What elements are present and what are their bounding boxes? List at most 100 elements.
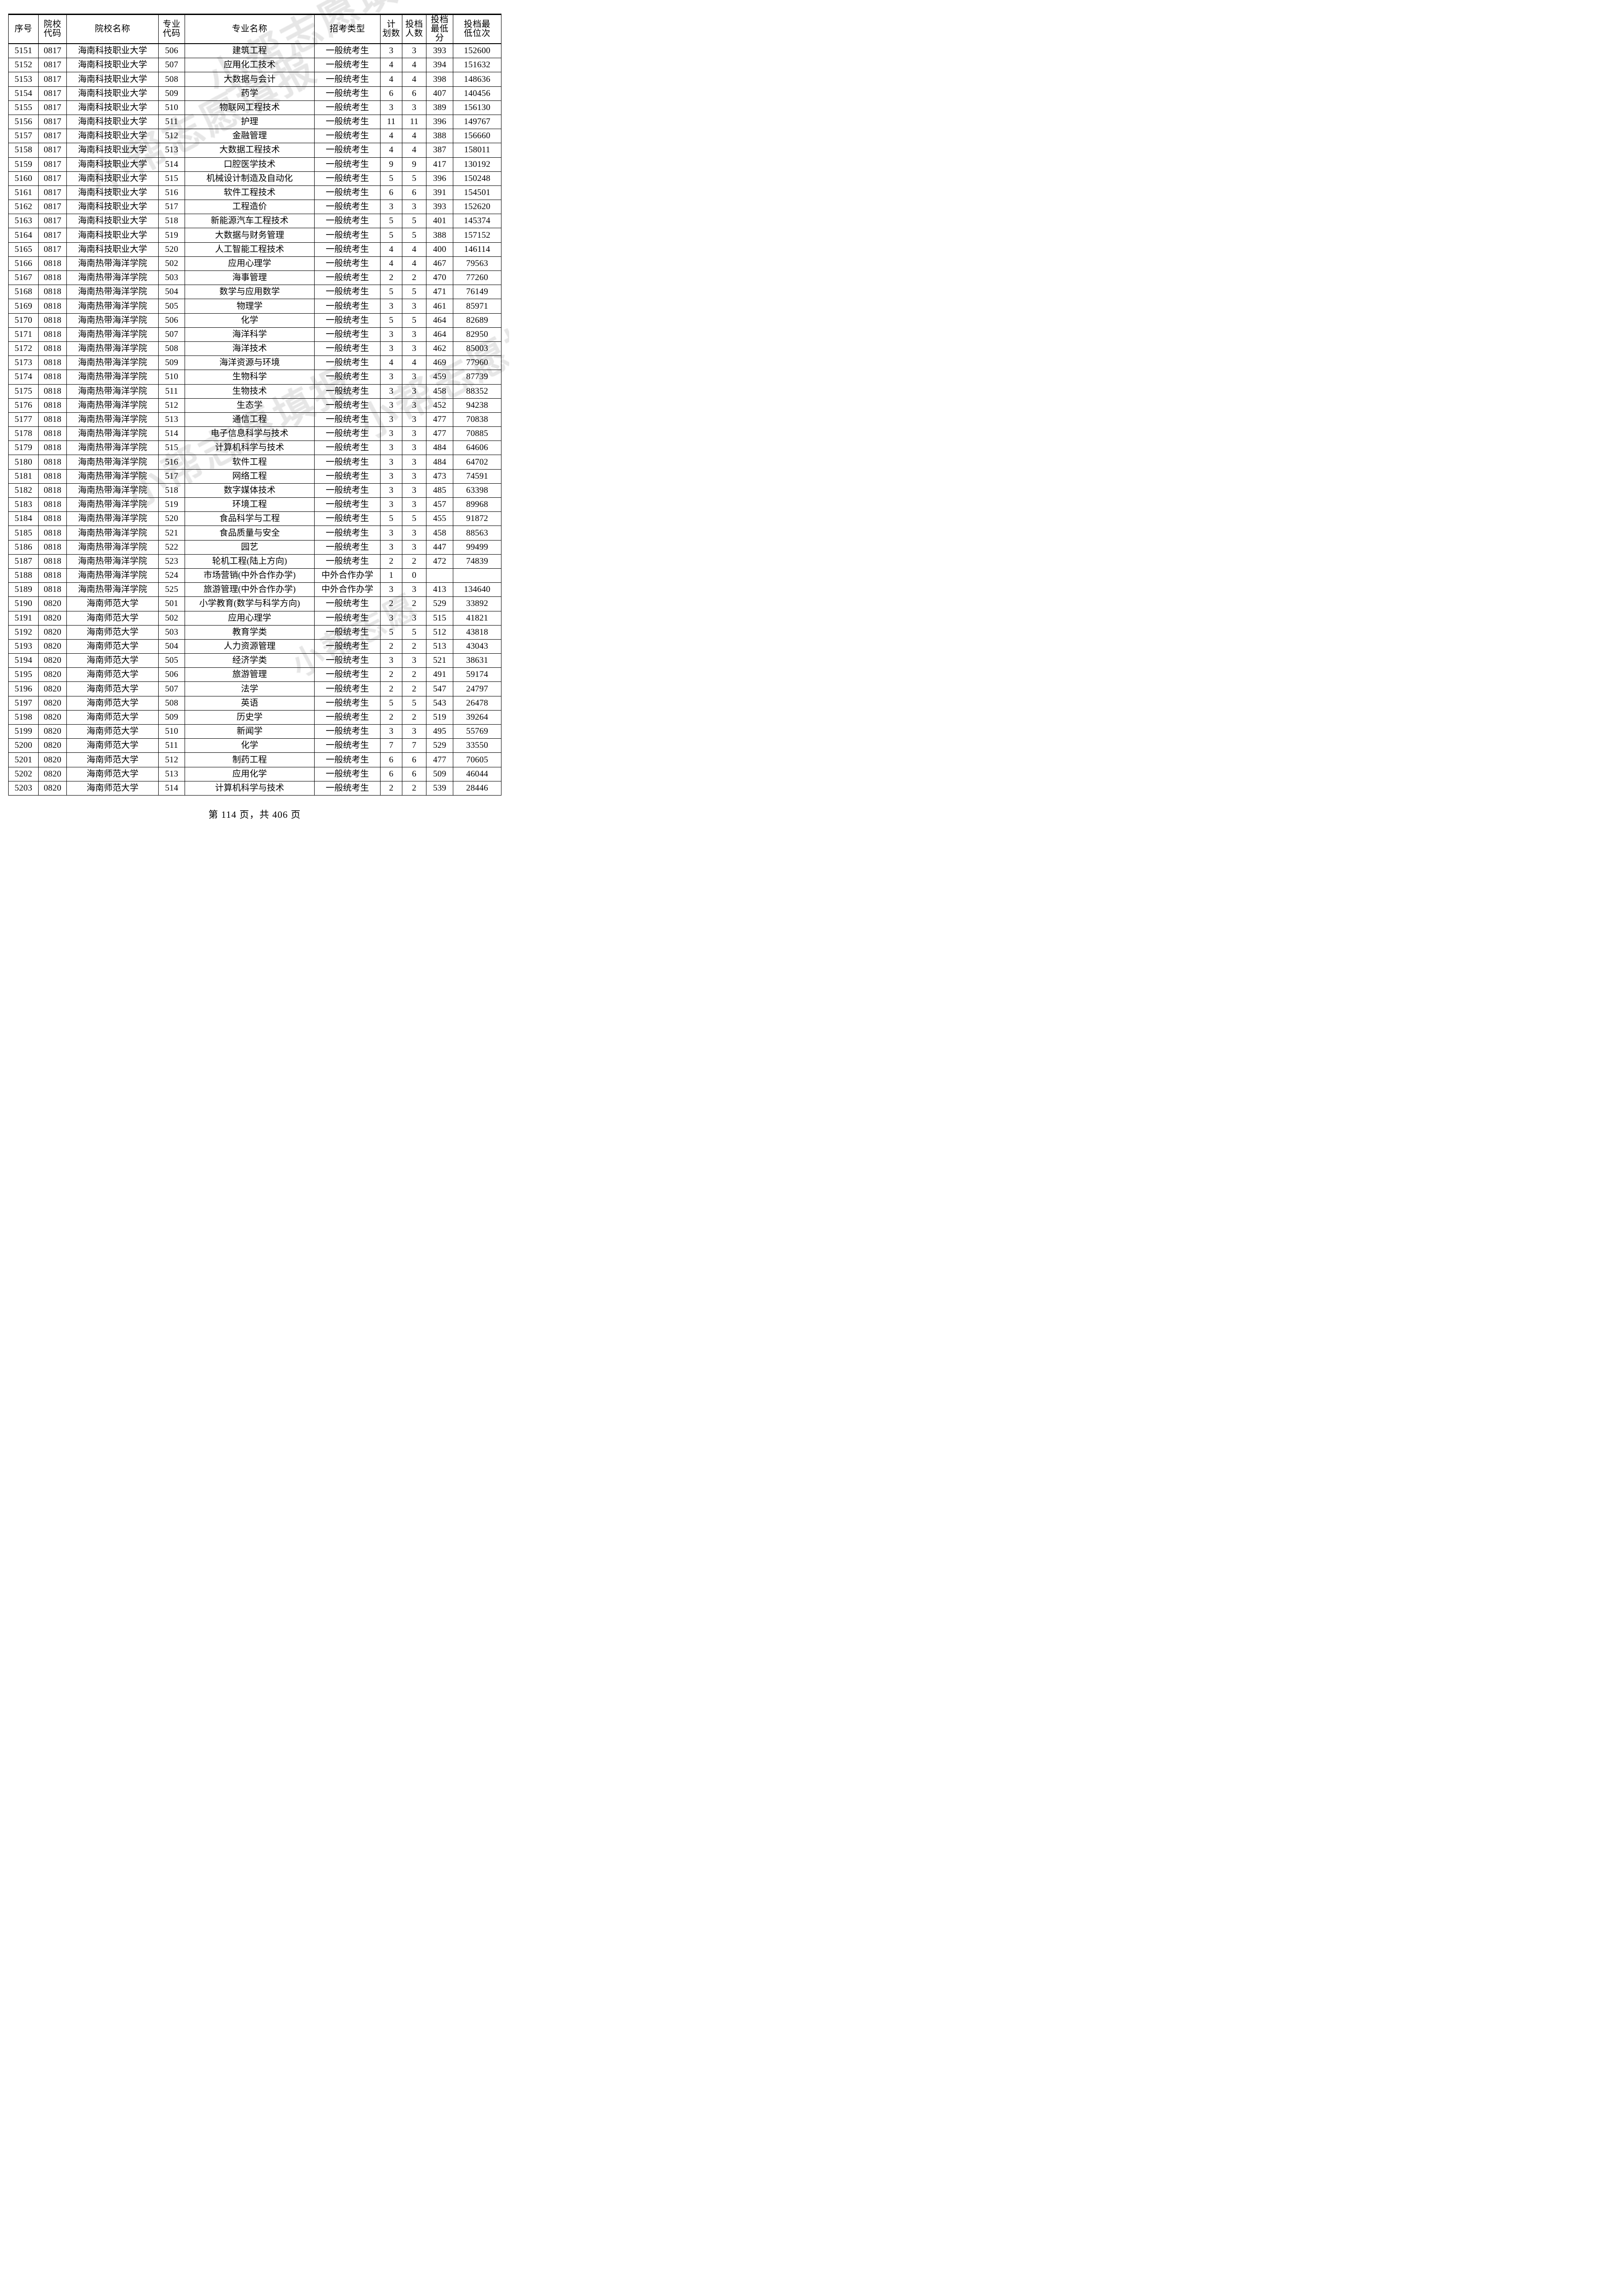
cell-exam-type: 一般统考生 xyxy=(314,511,381,526)
cell-school-name: 海南师范大学 xyxy=(66,752,159,767)
cell-major-code: 513 xyxy=(158,766,185,781)
cell-min-score: 461 xyxy=(426,299,453,314)
cell-school-code: 0818 xyxy=(38,441,67,456)
cell-major-code: 509 xyxy=(158,86,185,101)
cell-admitted-people: 5 xyxy=(402,511,426,526)
cell-admitted-people: 2 xyxy=(402,681,426,696)
table-row: 5173 0818 海南热带海洋学院 509 海洋资源与环境 一般统考生 4 4 469 7796… xyxy=(8,355,501,370)
cell-school-code: 0818 xyxy=(38,398,67,413)
cell-seq: 5191 xyxy=(8,611,39,626)
cell-seq: 5185 xyxy=(8,526,39,541)
cell-major-name: 法学 xyxy=(185,681,315,696)
cell-plan-count: 4 xyxy=(380,143,402,158)
header-major-code-line1: 专业 xyxy=(162,19,180,29)
table-row: 5154 0817 海南科技职业大学 509 药学 一般统考生 6 6 407 140456 xyxy=(8,86,501,101)
cell-min-rank: 70885 xyxy=(453,426,501,441)
cell-school-name: 海南热带海洋学院 xyxy=(66,582,159,597)
cell-seq: 5159 xyxy=(8,157,39,172)
header-admitted-people: 投档 人数 xyxy=(402,14,426,44)
cell-admitted-people: 4 xyxy=(402,355,426,370)
cell-school-name: 海南热带海洋学院 xyxy=(66,426,159,441)
cell-major-name: 历史学 xyxy=(185,710,315,725)
header-min-rank: 投档最 低位次 xyxy=(453,14,501,44)
cell-min-rank: 77260 xyxy=(453,270,501,285)
cell-min-rank: 28446 xyxy=(453,781,501,796)
table-row: 5161 0817 海南科技职业大学 516 软件工程技术 一般统考生 6 6 391 15450… xyxy=(8,185,501,200)
cell-school-code: 0820 xyxy=(38,696,67,711)
cell-school-name: 海南科技职业大学 xyxy=(66,157,159,172)
cell-min-score: 495 xyxy=(426,724,453,739)
cell-plan-count: 3 xyxy=(380,611,402,626)
table-row: 5160 0817 海南科技职业大学 515 机械设计制造及自动化 一般统考生 5 5 396 1… xyxy=(8,171,501,186)
cell-major-code: 501 xyxy=(158,596,185,611)
cell-school-code: 0818 xyxy=(38,483,67,498)
table-row: 5177 0818 海南热带海洋学院 513 通信工程 一般统考生 3 3 477 70838 xyxy=(8,412,501,427)
cell-min-score: 477 xyxy=(426,412,453,427)
cell-school-code: 0818 xyxy=(38,511,67,526)
cell-school-code: 0820 xyxy=(38,766,67,781)
cell-school-name: 海南科技职业大学 xyxy=(66,228,159,243)
table-row: 5191 0820 海南师范大学 502 应用心理学 一般统考生 3 3 515 41821 xyxy=(8,611,501,626)
cell-school-name: 海南师范大学 xyxy=(66,766,159,781)
cell-min-rank: 88563 xyxy=(453,526,501,541)
cell-min-rank: 70838 xyxy=(453,412,501,427)
cell-exam-type: 一般统考生 xyxy=(314,228,381,243)
cell-seq: 5203 xyxy=(8,781,39,796)
cell-school-code: 0818 xyxy=(38,568,67,583)
cell-min-rank: 85971 xyxy=(453,299,501,314)
cell-plan-count: 3 xyxy=(380,200,402,215)
cell-plan-count: 2 xyxy=(380,639,402,654)
cell-school-code: 0818 xyxy=(38,384,67,399)
cell-school-name: 海南热带海洋学院 xyxy=(66,355,159,370)
cell-min-score: 387 xyxy=(426,143,453,158)
cell-plan-count: 3 xyxy=(380,441,402,456)
cell-exam-type: 一般统考生 xyxy=(314,299,381,314)
cell-school-name: 海南师范大学 xyxy=(66,639,159,654)
cell-major-code: 504 xyxy=(158,639,185,654)
cell-school-code: 0818 xyxy=(38,455,67,470)
cell-school-name: 海南热带海洋学院 xyxy=(66,370,159,385)
cell-min-rank: 87739 xyxy=(453,370,501,385)
cell-plan-count: 4 xyxy=(380,256,402,271)
cell-plan-count: 3 xyxy=(380,384,402,399)
cell-min-rank: 26478 xyxy=(453,696,501,711)
cell-school-name: 海南科技职业大学 xyxy=(66,242,159,257)
header-admitted-people-line2: 人数 xyxy=(405,29,423,38)
cell-school-code: 0820 xyxy=(38,667,67,682)
cell-major-name: 英语 xyxy=(185,696,315,711)
cell-min-score: 513 xyxy=(426,639,453,654)
cell-plan-count: 7 xyxy=(380,738,402,753)
cell-min-rank: 46044 xyxy=(453,766,501,781)
cell-seq: 5155 xyxy=(8,100,39,115)
cell-min-score: 529 xyxy=(426,738,453,753)
table-row: 5167 0818 海南热带海洋学院 503 海事管理 一般统考生 2 2 470 77260 xyxy=(8,270,501,285)
cell-major-code: 516 xyxy=(158,455,185,470)
cell-school-name: 海南科技职业大学 xyxy=(66,72,159,87)
table-row: 5159 0817 海南科技职业大学 514 口腔医学技术 一般统考生 9 9 417 13019… xyxy=(8,157,501,172)
cell-major-name: 药学 xyxy=(185,86,315,101)
cell-major-code: 508 xyxy=(158,341,185,356)
cell-plan-count: 2 xyxy=(380,781,402,796)
cell-school-name: 海南师范大学 xyxy=(66,781,159,796)
cell-exam-type: 一般统考生 xyxy=(314,625,381,640)
cell-major-name: 制药工程 xyxy=(185,752,315,767)
cell-major-name: 市场营销(中外合作办学) xyxy=(185,568,315,583)
header-school-code-line2: 代码 xyxy=(43,29,61,38)
cell-exam-type: 一般统考生 xyxy=(314,540,381,555)
cell-school-code: 0820 xyxy=(38,724,67,739)
cell-admitted-people: 11 xyxy=(402,114,426,130)
cell-admitted-people: 9 xyxy=(402,157,426,172)
cell-exam-type: 一般统考生 xyxy=(314,185,381,200)
cell-school-name: 海南师范大学 xyxy=(66,596,159,611)
cell-major-code: 511 xyxy=(158,384,185,399)
table-row: 5184 0818 海南热带海洋学院 520 食品科学与工程 一般统考生 5 5 455 9187… xyxy=(8,511,501,526)
cell-major-code: 503 xyxy=(158,625,185,640)
cell-min-score: 529 xyxy=(426,596,453,611)
cell-min-rank: 59174 xyxy=(453,667,501,682)
cell-major-name: 轮机工程(陆上方向) xyxy=(185,554,315,569)
cell-admitted-people: 6 xyxy=(402,86,426,101)
cell-major-code: 512 xyxy=(158,752,185,767)
cell-seq: 5192 xyxy=(8,625,39,640)
cell-seq: 5173 xyxy=(8,355,39,370)
header-min-score: 投档 最低分 xyxy=(426,14,453,44)
